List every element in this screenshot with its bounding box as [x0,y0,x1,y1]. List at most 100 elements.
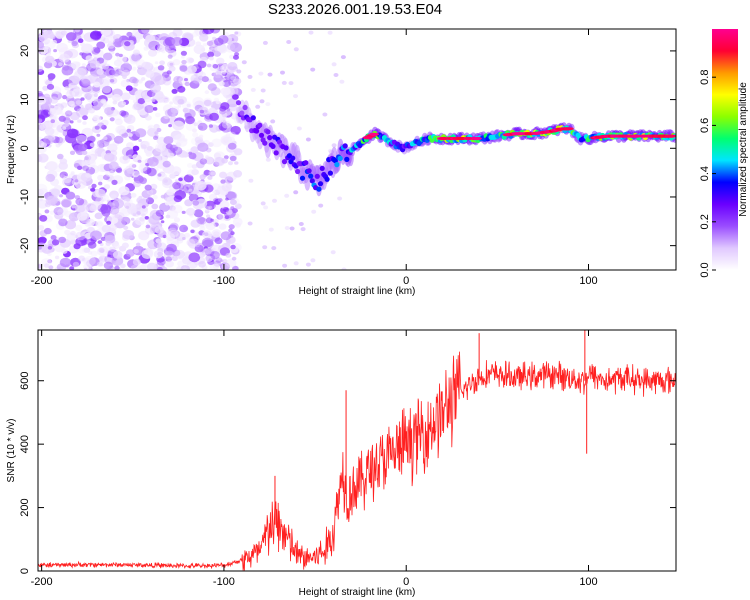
noise-speck [77,119,82,123]
noise-speck [58,222,65,228]
noise-speck [258,71,264,76]
noise-speck [133,49,140,56]
noise-speck [132,170,140,177]
noise-speck [220,231,232,241]
noise-speck [118,53,123,58]
noise-speck [130,217,135,221]
noise-speck [181,59,187,65]
noise-speck [168,44,175,50]
noise-speck [74,67,87,78]
noise-speck [121,146,134,157]
noise-speck [208,107,216,113]
noise-speck [280,70,285,75]
noise-speck [51,239,60,246]
noise-speck [56,263,67,270]
noise-speck [298,222,304,226]
noise-speck [159,60,166,66]
noise-speck [200,224,205,228]
noise-speck [232,94,239,100]
noise-speck [305,137,311,142]
noise-speck [77,165,83,170]
noise-speck [213,156,225,167]
noise-speck [137,79,143,84]
noise-speck [101,224,112,233]
ridge-core [250,115,256,121]
noise-speck [95,188,106,198]
noise-speck [84,93,92,100]
noise-speck [115,125,127,135]
noise-speck [216,214,224,220]
noise-speck [154,75,167,86]
noise-speck [202,29,215,35]
noise-speck [58,236,67,244]
noise-speck [89,142,96,148]
noise-speck [131,164,137,168]
colorbar-tick-label: 0.0 [699,262,711,277]
noise-speck [234,31,239,35]
noise-speck [271,246,277,251]
noise-speck [124,60,129,65]
noise-speck [208,56,214,61]
x-tick-label: -100 [213,275,235,287]
noise-speck [185,116,195,125]
noise-speck [141,249,153,259]
noise-speck [337,196,343,201]
noise-speck [181,101,192,110]
noise-speck [146,167,157,177]
ridge-peak [563,127,574,131]
noise-speck [96,261,103,267]
noise-speck [108,40,112,45]
noise-speck [146,262,157,270]
noise-speck [247,221,253,226]
noise-speck [45,119,56,129]
noise-speck [81,160,88,166]
noise-speck [230,231,235,236]
noise-speck [227,43,236,51]
noise-speck [88,250,93,255]
noise-speck [141,29,154,35]
x-tick-label: 0 [403,275,409,287]
noise-speck [173,217,181,223]
noise-speck [230,206,235,210]
noise-speck [82,115,88,121]
noise-speck [45,161,58,171]
noise-speck [193,209,204,218]
noise-speck [311,209,317,214]
noise-speck [38,65,44,72]
noise-speck [38,225,45,231]
noise-speck [262,40,268,45]
noise-speck [90,30,102,40]
noise-speck [121,101,126,106]
noise-speck [122,75,127,79]
noise-speck [210,251,220,260]
noise-speck [114,118,123,126]
noise-speck [74,29,81,33]
noise-speck [236,69,242,74]
noise-speck [44,127,55,136]
noise-speck [190,146,199,154]
noise-speck [234,161,239,165]
ridge-core [303,160,309,166]
noise-speck [184,232,191,238]
noise-speck [172,80,183,90]
noise-speck [179,224,189,233]
noise-speck [153,123,160,130]
noise-speck [78,38,84,43]
snr-plot-area [38,330,676,571]
ridge-core [306,168,312,174]
noise-speck [85,105,90,109]
noise-speck [174,249,185,259]
noise-speck [194,244,204,253]
noise-speck [154,226,164,234]
noise-speck [263,205,269,210]
noise-speck [38,183,48,194]
noise-speck [206,214,211,218]
noise-speck [191,169,199,176]
noise-speck [103,52,113,61]
noise-speck [145,197,155,205]
noise-speck [80,42,85,47]
colorbar [712,29,738,270]
noise-speck [100,236,106,241]
noise-speck [185,207,196,216]
noise-speck [76,107,89,118]
